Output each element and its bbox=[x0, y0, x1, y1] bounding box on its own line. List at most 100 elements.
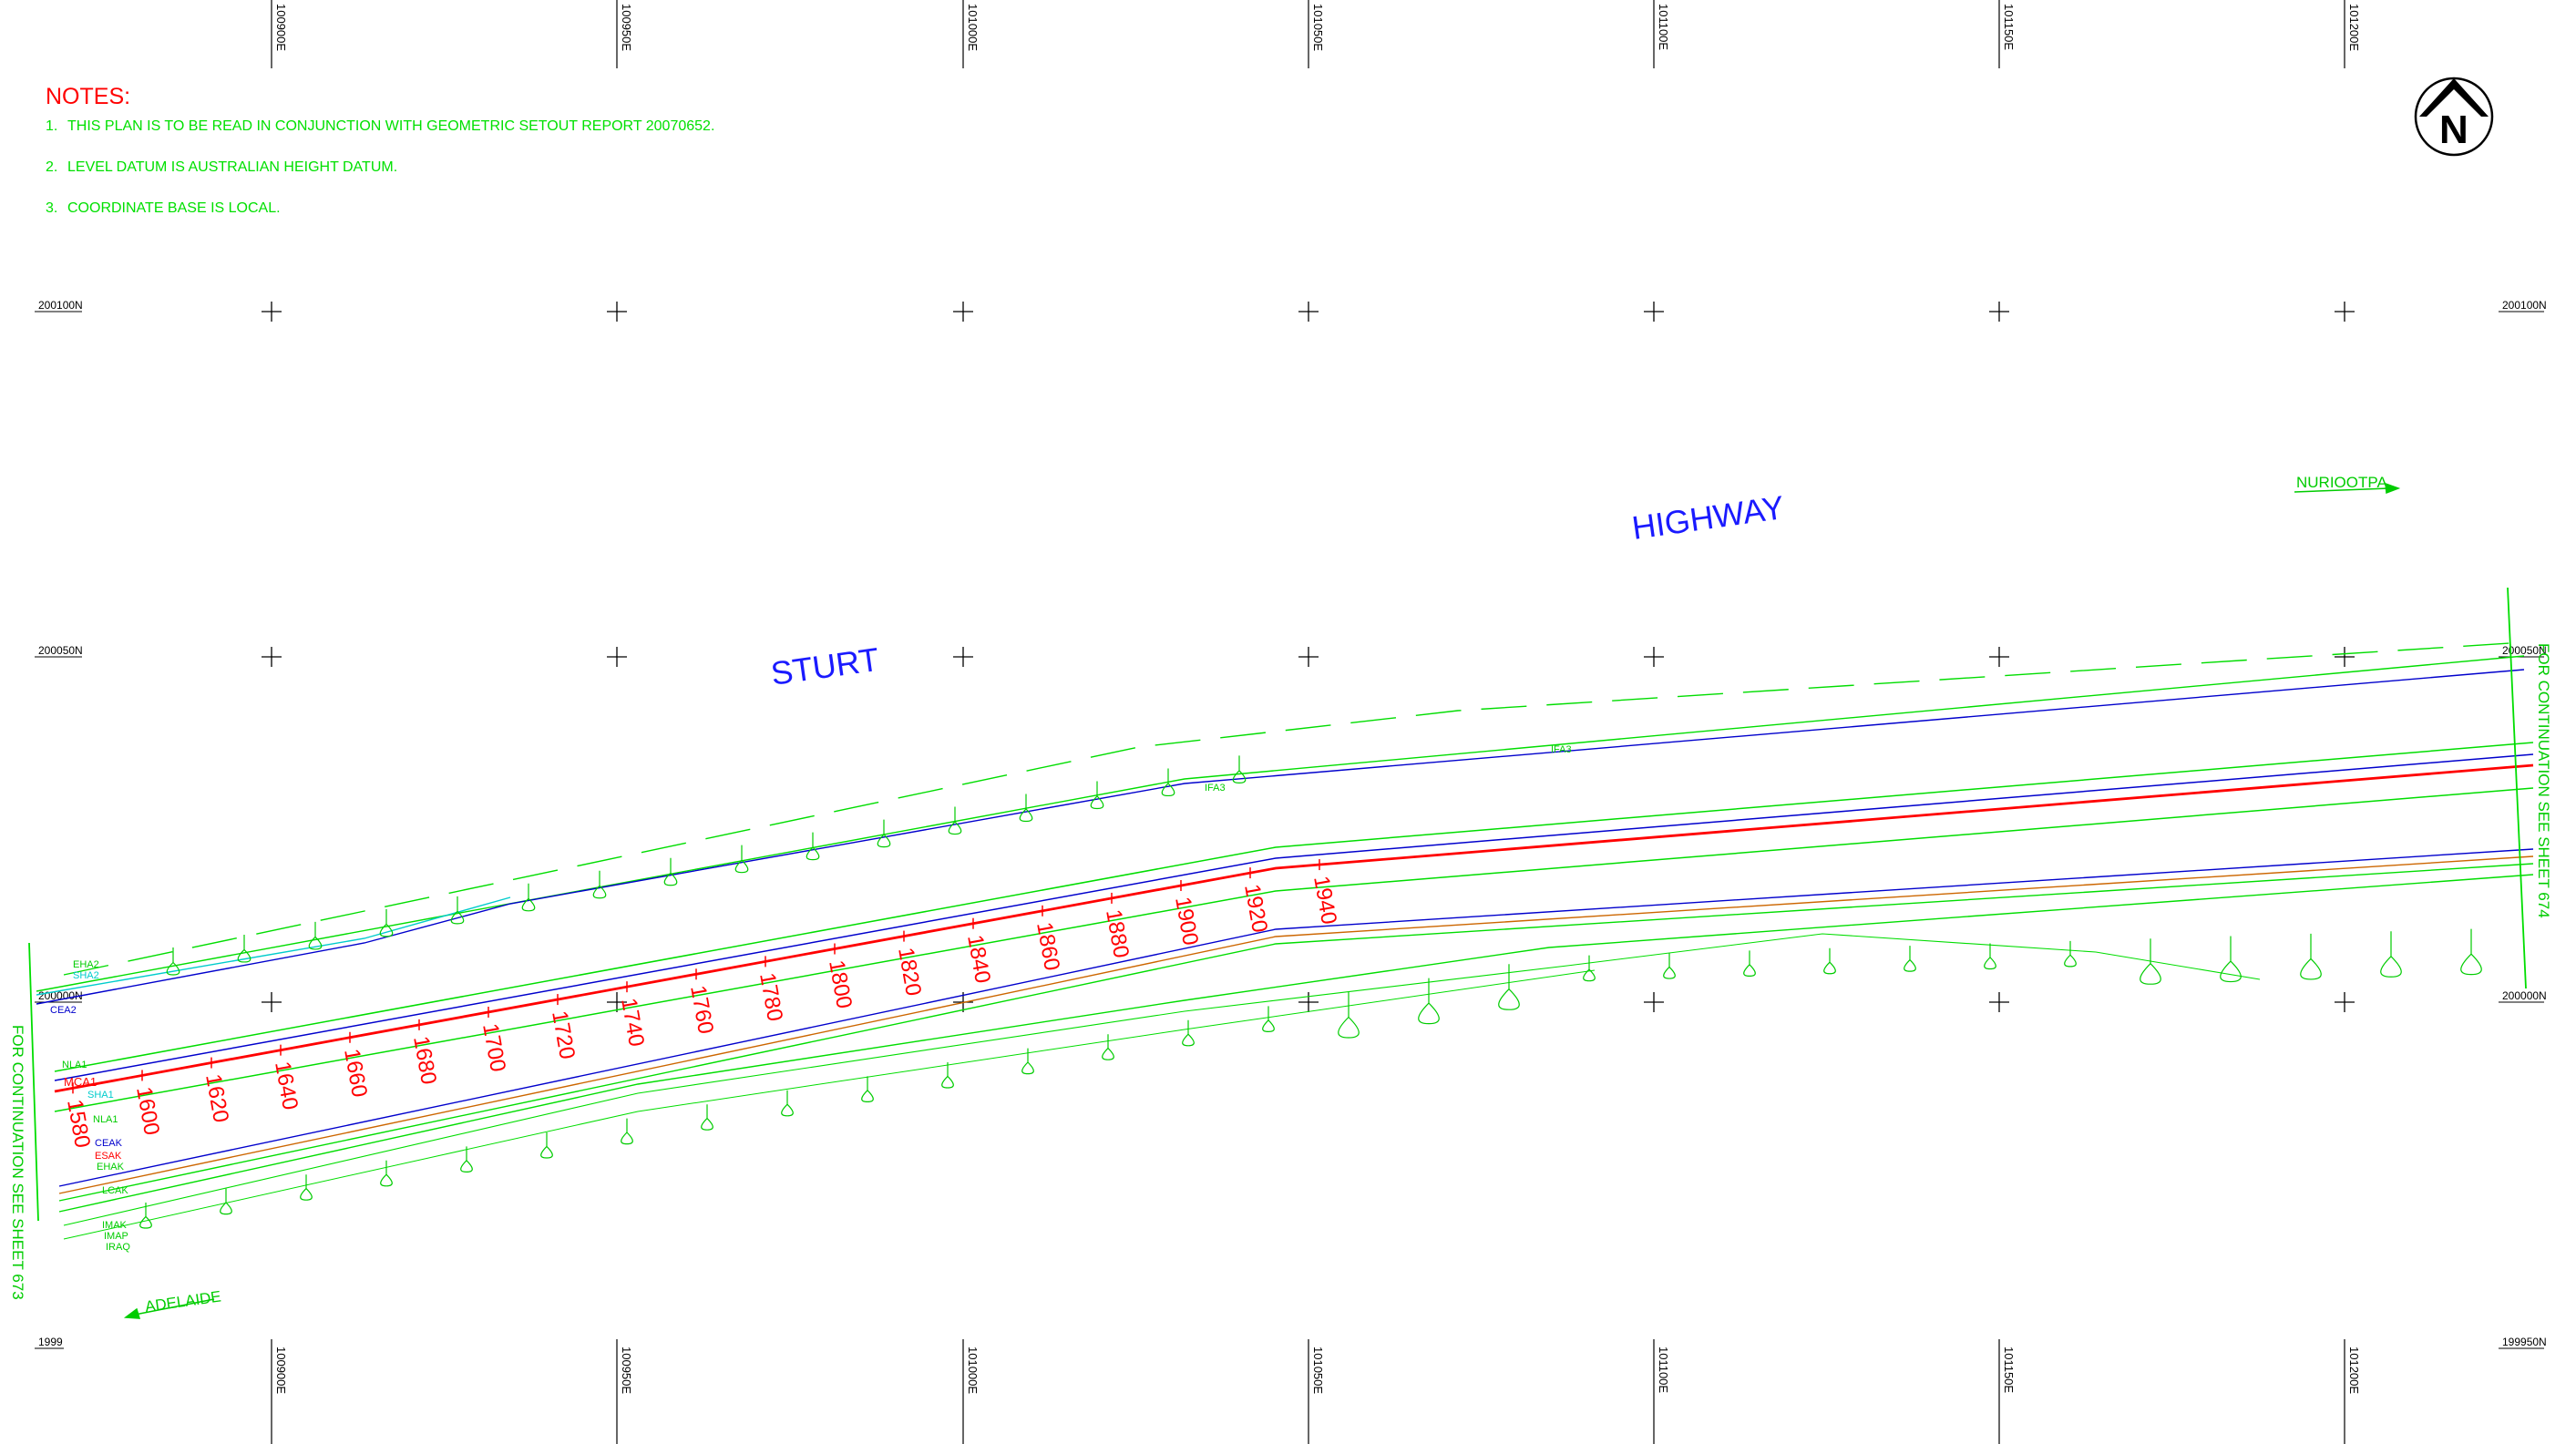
grid-cross bbox=[2335, 992, 2355, 1012]
grid-cross bbox=[607, 647, 627, 667]
continuation-lines bbox=[28, 587, 2527, 1222]
northing-label-right-3: 200000N bbox=[2502, 989, 2547, 1002]
batter-marker bbox=[2460, 928, 2482, 976]
chainage-labels: 1580 1600 1620 1640 1660 1680 1700 1720 1740 1760… bbox=[62, 859, 1341, 1150]
grid-cross bbox=[2335, 647, 2355, 667]
easting-label-bottom-3: 101050E bbox=[1311, 1347, 1325, 1394]
grid-cross bbox=[1989, 302, 2009, 322]
easting-label-top-3: 101050E bbox=[1311, 4, 1325, 51]
grid-crosses bbox=[262, 302, 2355, 1012]
grid-cross bbox=[1298, 992, 1319, 1012]
road-name-sturt: STURT bbox=[768, 640, 881, 692]
south-carriageway-lines bbox=[58, 848, 2534, 1240]
south-batter-markers bbox=[139, 928, 2482, 1229]
note-1-text: THIS PLAN IS TO BE READ IN CONJUNCTION W… bbox=[67, 118, 715, 134]
chainage-label-1740: 1740 bbox=[616, 997, 649, 1049]
grid-cross bbox=[953, 302, 973, 322]
easting-label-bottom-6: 101200E bbox=[2347, 1347, 2361, 1394]
note-3: 3. COORDINATE BASE IS LOCAL. bbox=[46, 200, 281, 217]
batter-marker bbox=[1743, 950, 1756, 978]
batter-marker bbox=[1904, 946, 1916, 972]
easting-label-top-5: 101150E bbox=[2002, 4, 2016, 50]
west-arrow-icon bbox=[123, 1298, 215, 1319]
grid-cross bbox=[953, 647, 973, 667]
bottom-grid-ticks bbox=[271, 1339, 2345, 1444]
batter-marker bbox=[460, 1146, 473, 1173]
batter-marker bbox=[2220, 936, 2242, 983]
batter-marker bbox=[861, 1076, 874, 1103]
easting-label-bottom-1: 100950E bbox=[620, 1347, 633, 1394]
continuation-east: FOR CONTINUATION SEE SHEET 674 bbox=[2535, 643, 2552, 918]
chainage-label-1940: 1940 bbox=[1309, 874, 1341, 926]
northing-label-right-4: 199950N bbox=[2502, 1336, 2547, 1348]
batter-marker bbox=[1090, 781, 1104, 810]
grid-cross bbox=[1644, 302, 1664, 322]
batter-marker bbox=[1102, 1034, 1114, 1060]
notes-heading: NOTES: bbox=[46, 84, 131, 109]
batter-marker bbox=[2380, 931, 2402, 978]
batter-marker bbox=[592, 870, 607, 899]
batter-marker bbox=[1498, 964, 1520, 1010]
grid-cross bbox=[1298, 647, 1319, 667]
northing-label-left-2: 200050N bbox=[38, 644, 83, 657]
northing-label-right-1: 200100N bbox=[2502, 299, 2547, 312]
batter-marker bbox=[701, 1104, 713, 1131]
label-nla1-lower: NLA1 bbox=[93, 1114, 118, 1125]
chainage-label-1880: 1880 bbox=[1101, 907, 1134, 959]
north-batter-markers bbox=[166, 755, 1247, 976]
grid-cross bbox=[2335, 302, 2355, 322]
chainage-label-1900: 1900 bbox=[1170, 895, 1203, 947]
chainage-label-1920: 1920 bbox=[1239, 882, 1272, 934]
batter-marker bbox=[308, 921, 323, 950]
grid-cross bbox=[1989, 992, 2009, 1012]
centre-carriageway-lines bbox=[54, 742, 2534, 1112]
batter-marker bbox=[1161, 768, 1175, 797]
label-esak: ESAK bbox=[95, 1151, 122, 1162]
batter-marker bbox=[781, 1090, 794, 1117]
easting-label-top-0: 100900E bbox=[274, 4, 288, 51]
easting-label-bottom-0: 100900E bbox=[274, 1347, 288, 1394]
note-2: 2. LEVEL DATUM IS AUSTRALIAN HEIGHT DATUM… bbox=[46, 159, 397, 176]
chainage-label-1820: 1820 bbox=[893, 946, 926, 998]
easting-label-top-4: 101100E bbox=[1657, 4, 1670, 50]
destination-adelaide: ADELAIDE bbox=[144, 1287, 222, 1316]
label-ifa3-b: IFA3 bbox=[1551, 744, 1572, 755]
northing-label-right-2: 200050N bbox=[2502, 644, 2547, 657]
easting-label-top-6: 101200E bbox=[2347, 4, 2361, 51]
grid-cross bbox=[1298, 302, 1319, 322]
label-ceak: CEAK bbox=[95, 1138, 123, 1149]
north-arrow-letter: N bbox=[2439, 108, 2468, 152]
batter-marker bbox=[877, 819, 891, 848]
batter-marker bbox=[948, 806, 962, 835]
chainage-label-1720: 1720 bbox=[547, 1009, 580, 1060]
batter-marker bbox=[1232, 755, 1247, 784]
label-ehak: EHAK bbox=[97, 1162, 125, 1173]
batter-marker bbox=[621, 1118, 633, 1145]
label-cea2: CEA2 bbox=[50, 1005, 77, 1016]
batter-marker bbox=[1663, 953, 1676, 979]
chainage-label-1760: 1760 bbox=[685, 984, 718, 1036]
chainage-label-1800: 1800 bbox=[824, 958, 857, 1010]
batter-marker bbox=[380, 1160, 393, 1187]
grid-cross bbox=[262, 302, 282, 322]
chainage-label-1840: 1840 bbox=[962, 933, 995, 985]
road-name-highway: HIGHWAY bbox=[1629, 488, 1786, 547]
label-lcak: LCAK bbox=[102, 1185, 128, 1196]
chainage-label-1700: 1700 bbox=[477, 1021, 510, 1073]
label-sha1: SHA1 bbox=[87, 1090, 114, 1101]
batter-marker bbox=[1338, 992, 1360, 1039]
batter-marker bbox=[1984, 943, 1996, 970]
note-2-text: LEVEL DATUM IS AUSTRALIAN HEIGHT DATUM. bbox=[67, 159, 398, 175]
batter-marker bbox=[1182, 1019, 1195, 1047]
chainage-label-1860: 1860 bbox=[1031, 920, 1064, 972]
grid-cross bbox=[262, 647, 282, 667]
batter-marker bbox=[1019, 794, 1033, 823]
note-1-number: 1. bbox=[46, 118, 58, 134]
grid-cross bbox=[262, 992, 282, 1012]
north-carriageway-lines bbox=[36, 641, 2525, 1005]
northing-label-left-4: 1999 bbox=[38, 1336, 63, 1348]
batter-marker bbox=[450, 896, 465, 925]
batter-marker bbox=[379, 908, 394, 937]
easting-label-bottom-2: 101000E bbox=[966, 1347, 980, 1394]
